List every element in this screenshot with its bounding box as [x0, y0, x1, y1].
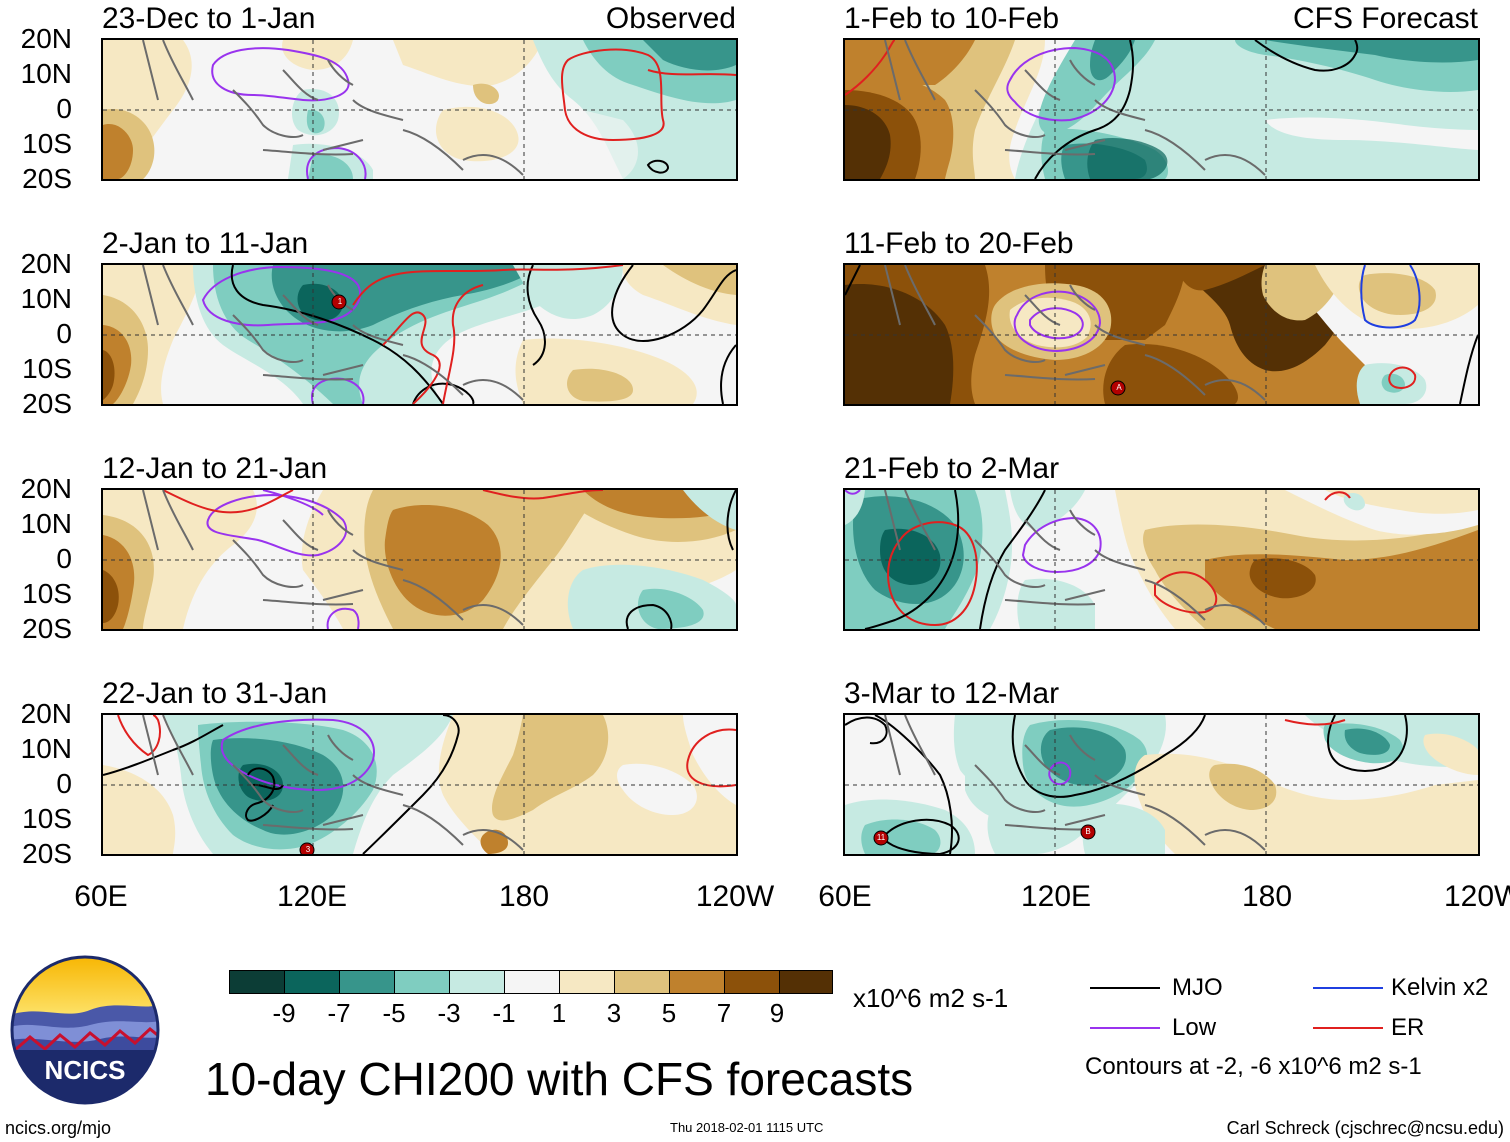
colorbar-label: 5	[661, 998, 677, 1028]
colorbar-swatch	[614, 970, 670, 994]
lat-label: 10S	[22, 353, 72, 384]
colorbar-label: 7	[716, 998, 732, 1028]
colorbar-label: -5	[382, 998, 406, 1028]
panel-2-title: 2-Jan to 11-Jan	[102, 227, 309, 260]
lon-label: 120W	[695, 880, 775, 913]
storm-marker: B	[1085, 827, 1091, 836]
panel-5-title: 1-Feb to 10-Feb	[844, 2, 1060, 35]
legend-kelvin-line	[1313, 987, 1383, 989]
lon-label: 120E	[1020, 880, 1092, 913]
map-panel-7	[843, 488, 1480, 631]
logo-text: NCICS	[44, 1055, 126, 1085]
colorbar-swatch	[394, 970, 450, 994]
map-panel-6: A	[843, 263, 1480, 406]
legend-kelvin-label: Kelvin x2	[1391, 974, 1489, 1001]
panel-3-title: 12-Jan to 21-Jan	[102, 452, 328, 485]
legend-low-label: Low	[1172, 1014, 1217, 1041]
footer-url[interactable]: ncics.org/mjo	[5, 1118, 112, 1138]
legend-er-label: ER	[1391, 1014, 1425, 1041]
lat-label: 0	[56, 318, 72, 349]
map-panel-3	[101, 488, 738, 631]
colorbar-swatch	[229, 970, 285, 994]
colorbar-label: -1	[492, 998, 516, 1028]
lon-label: 180	[1241, 880, 1293, 913]
colorbar	[229, 970, 833, 994]
map-panel-4: 3	[101, 713, 738, 856]
panel-1-title: 23-Dec to 1-Jan	[102, 2, 316, 35]
main-title: 10-day CHI200 with CFS forecasts	[205, 1053, 914, 1105]
lat-label: 10N	[20, 508, 72, 539]
colorbar-swatch	[284, 970, 340, 994]
footer-timestamp: Thu 2018-02-01 1115 UTC	[670, 1120, 824, 1135]
lat-label: 20N	[20, 248, 72, 279]
storm-marker: A	[1116, 383, 1122, 392]
ncics-logo: NCICS	[10, 955, 160, 1105]
lon-label: 60E	[74, 880, 128, 913]
colorbar-swatch	[559, 970, 615, 994]
lat-label: 10N	[20, 283, 72, 314]
panel-4-title: 22-Jan to 31-Jan	[102, 677, 328, 710]
forecast-label: CFS Forecast	[1292, 2, 1478, 35]
lat-label: 0	[56, 543, 72, 574]
lat-label: 20N	[20, 23, 72, 54]
colorbar-swatch	[504, 970, 560, 994]
storm-marker: 3	[305, 845, 311, 854]
map-panel-1	[101, 38, 738, 181]
map-panel-5	[843, 38, 1480, 181]
legend-mjo-line	[1090, 987, 1160, 989]
colorbar-label: 1	[551, 998, 567, 1028]
colorbar-swatch	[669, 970, 725, 994]
lat-label: 10N	[20, 733, 72, 764]
colorbar-swatch	[779, 970, 833, 994]
colorbar-units: x10^6 m2 s-1	[853, 983, 1009, 1013]
map-panel-8: 11 B	[843, 713, 1480, 856]
lat-label: 10S	[22, 578, 72, 609]
panel-7-title: 21-Feb to 2-Mar	[844, 452, 1060, 485]
storm-marker: 11	[876, 833, 886, 842]
lat-label: 20N	[20, 698, 72, 729]
panel-8-title: 3-Mar to 12-Mar	[844, 677, 1060, 710]
storm-marker: 1	[337, 297, 343, 306]
legend-low-line	[1090, 1027, 1160, 1029]
lon-label: 120W	[1444, 880, 1510, 913]
lon-label: 60E	[818, 880, 872, 913]
legend-mjo-label: MJO	[1172, 974, 1223, 1001]
lon-label: 120E	[276, 880, 348, 913]
lat-label: 20S	[22, 388, 72, 419]
colorbar-label: -7	[327, 998, 351, 1028]
legend-er-line	[1313, 1027, 1383, 1029]
lat-label: 10N	[20, 58, 72, 89]
lon-label: 180	[498, 880, 550, 913]
colorbar-label: 3	[606, 998, 622, 1028]
colorbar-swatch	[339, 970, 395, 994]
map-panel-2: 1	[101, 263, 738, 406]
lat-label: 10S	[22, 128, 72, 159]
lat-label: 20S	[22, 838, 72, 869]
lat-label: 20S	[22, 613, 72, 644]
observed-label: Observed	[605, 2, 736, 35]
colorbar-label: 9	[769, 998, 785, 1028]
colorbar-label: -3	[437, 998, 461, 1028]
lat-label: 0	[56, 93, 72, 124]
panel-6-title: 11-Feb to 20-Feb	[844, 227, 1074, 260]
colorbar-label: -9	[272, 998, 296, 1028]
lat-label: 20S	[22, 163, 72, 194]
lat-label: 0	[56, 768, 72, 799]
colorbar-swatch	[724, 970, 780, 994]
lat-label: 20N	[20, 473, 72, 504]
lat-label: 10S	[22, 803, 72, 834]
footer-author: Carl Schreck (cjschrec@ncsu.edu)	[1226, 1118, 1504, 1138]
legend-contours-note: Contours at -2, -6 x10^6 m2 s-1	[1085, 1053, 1422, 1080]
colorbar-swatch	[449, 970, 505, 994]
